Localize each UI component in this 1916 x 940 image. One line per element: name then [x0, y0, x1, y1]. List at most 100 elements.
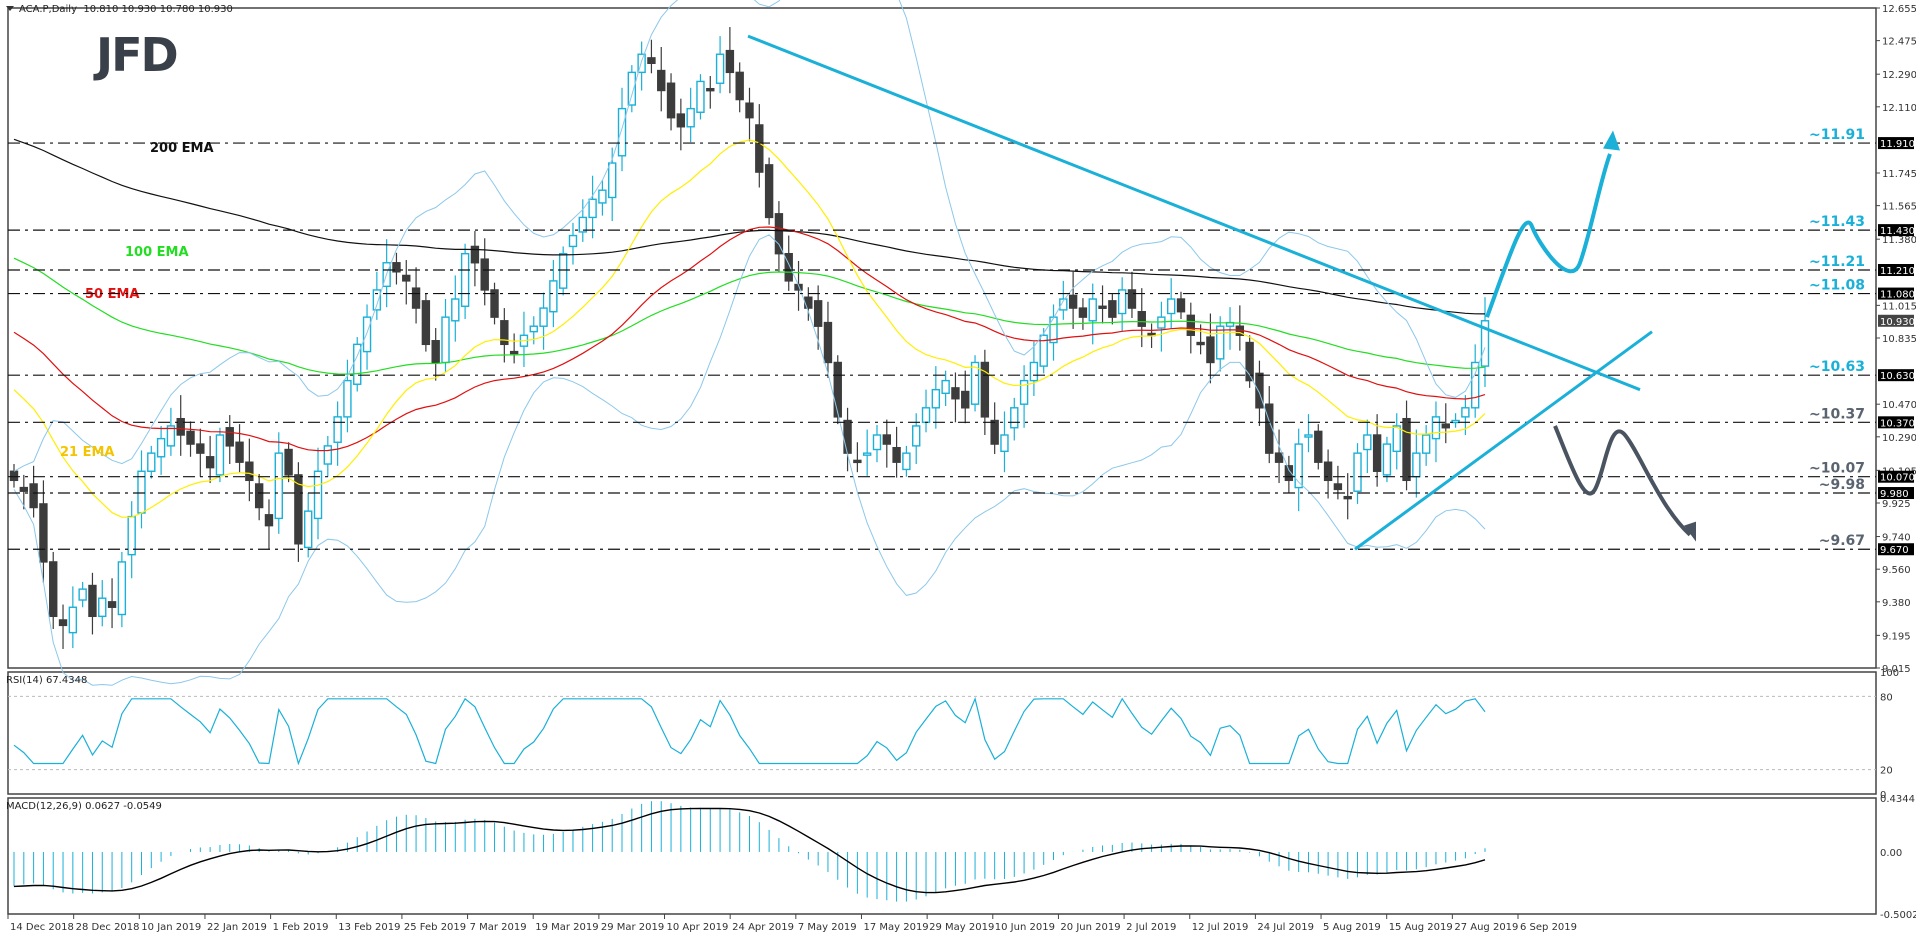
candle-body: [402, 274, 411, 282]
level-label: ~9.98: [1819, 477, 1865, 493]
candle-body: [1323, 461, 1333, 482]
candle-body: [1108, 300, 1117, 318]
candle-body: [9, 470, 19, 482]
candle-body: [549, 280, 558, 313]
candle-body: [441, 316, 450, 364]
candle-body: [598, 189, 607, 204]
macd-axis-label: -0.5002: [1880, 910, 1916, 921]
candle-body: [98, 597, 107, 618]
price-tick-label: 11.745: [1882, 169, 1916, 180]
macd-panel-frame: [7, 797, 1877, 915]
candle-body: [39, 503, 48, 563]
current-price-label: 10.930: [1880, 317, 1915, 328]
candle-body: [745, 102, 754, 119]
candle-body: [1049, 316, 1058, 344]
candle-body: [1333, 483, 1343, 491]
candle-body: [755, 124, 764, 173]
level-label: ~11.91: [1809, 127, 1865, 143]
candle-body: [666, 82, 676, 119]
candle-body: [313, 470, 323, 520]
candle-body: [421, 300, 431, 346]
candle-body: [1431, 416, 1441, 440]
candle-body: [29, 483, 38, 509]
candle-body: [784, 252, 793, 282]
candle-body: [539, 307, 548, 327]
candle-body: [166, 425, 176, 447]
collapse-triangle-icon[interactable]: [6, 6, 14, 11]
level-label: ~11.21: [1809, 254, 1865, 270]
arrow-down-icon: [1684, 521, 1696, 542]
candle-body: [1314, 430, 1323, 463]
rsi-axis-label: 0: [1880, 790, 1886, 801]
candles: [9, 27, 1490, 649]
candle-body: [225, 427, 234, 447]
candle-body: [235, 441, 244, 463]
price-tick-label: 12.290: [1882, 70, 1916, 81]
candle-body: [245, 461, 254, 482]
candle-body: [58, 619, 68, 627]
price-tag-label: 10.630: [1880, 371, 1915, 382]
candle-body: [1216, 325, 1225, 360]
price-tick-label: 12.475: [1882, 37, 1916, 48]
chart-header: ACA.P,Daily 10.810 10.930 10.780 10.930: [6, 4, 233, 15]
price-tick-label: 11.380: [1882, 235, 1916, 246]
candle-body: [1206, 336, 1215, 364]
candle-body: [686, 107, 695, 128]
candle-body: [1078, 307, 1088, 318]
macd-histogram: [13, 801, 1486, 902]
candle-body: [186, 430, 195, 445]
candle-body: [19, 486, 29, 492]
symbol-timeframe: ACA.P,Daily: [19, 4, 78, 15]
candle-body: [1353, 452, 1362, 492]
candle-body: [774, 213, 784, 255]
candle-body: [980, 361, 990, 418]
time-tick-label: 2 Jul 2019: [1126, 922, 1176, 933]
price-tick-label: 11.015: [1882, 301, 1916, 312]
candle-body: [1265, 403, 1274, 454]
price-tick-label: 9.195: [1882, 631, 1911, 642]
candle-body: [107, 601, 117, 608]
candle-body: [1451, 419, 1460, 424]
macd-signal-line: [13, 807, 1486, 894]
rsi-axis-label: 80: [1880, 692, 1893, 703]
price-tag: [1878, 264, 1914, 277]
current-price-tag: [1878, 314, 1914, 327]
price-tag-label: 10.070: [1880, 473, 1915, 484]
candle-body: [862, 452, 872, 456]
ema-label-50: 50 EMA: [85, 287, 140, 302]
candle-body: [696, 80, 705, 113]
price-tick-label: 10.835: [1882, 334, 1916, 345]
bullish-projection-arrow: [1485, 153, 1612, 318]
price-tick-label: 10.290: [1882, 433, 1916, 444]
price-tag-label: 11.910: [1880, 139, 1915, 150]
candle-body: [902, 452, 911, 471]
candle-body: [215, 434, 225, 476]
ohlc-values: 10.810 10.930 10.780 10.930: [83, 4, 233, 15]
candle-body: [88, 584, 97, 618]
price-tag-label: 11.080: [1880, 290, 1915, 301]
time-tick-label: 28 Dec 2018: [76, 922, 140, 933]
time-axis: 14 Dec 2018 28 Dec 2018 10 Jan 2019 22 Jan …: [7, 914, 1577, 933]
candle-body: [1421, 434, 1431, 454]
candle-body: [990, 419, 999, 445]
candle-body: [196, 443, 205, 454]
candle-body: [627, 71, 637, 106]
time-tick-label: 7 Mar 2019: [470, 922, 527, 933]
candle-body: [892, 446, 901, 463]
candle-body: [1441, 423, 1450, 429]
candle-body: [921, 407, 931, 424]
candle-body: [941, 379, 950, 395]
time-tick-label: 29 Mar 2019: [601, 922, 664, 933]
price-tick-label: 11.565: [1882, 202, 1916, 213]
time-tick-label: 29 May 2019: [929, 922, 994, 933]
rsi-axis-label: 20: [1880, 766, 1893, 777]
rsi-axis-label: 100: [1880, 668, 1899, 679]
time-tick-label: 25 Feb 2019: [404, 922, 466, 933]
candle-body: [1480, 320, 1490, 367]
rsi-label: RSI(14) 67.4348: [6, 675, 88, 686]
candle-body: [1098, 305, 1107, 309]
candle-body: [78, 588, 87, 601]
candle-body: [451, 298, 460, 322]
candle-body: [353, 343, 362, 385]
